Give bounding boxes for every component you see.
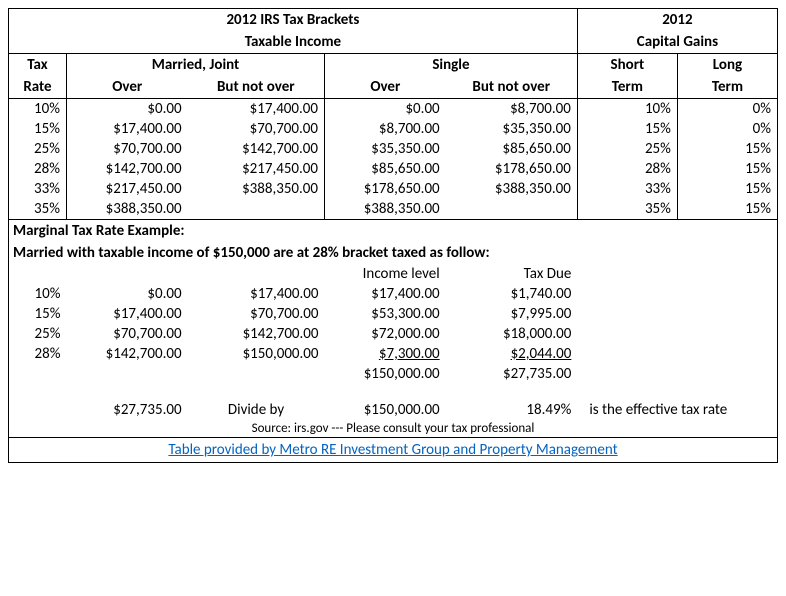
table-row: 28% $142,700.00 $217,450.00 $85,650.00 $… bbox=[9, 159, 778, 179]
table-row: 25% $70,700.00 $142,700.00 $35,350.00 $8… bbox=[9, 139, 778, 159]
col-notover-2: But not over bbox=[446, 76, 578, 99]
total-inc: $150,000.00 bbox=[325, 364, 446, 384]
subtitle: Taxable Income bbox=[9, 31, 578, 54]
col-notover-1: But not over bbox=[188, 76, 325, 99]
col-term-1: Term bbox=[577, 76, 677, 99]
col-over-2: Over bbox=[325, 76, 446, 99]
table-row: 33% $217,450.00 $388,350.00 $178,650.00 … bbox=[9, 179, 778, 199]
table-row: 35% $388,350.00 $388,350.00 35% 15% bbox=[9, 199, 778, 220]
example-row: 25% $70,700.00 $142,700.00 $72,000.00 $1… bbox=[9, 324, 778, 344]
table-row: 10% $0.00 $17,400.00 $0.00 $8,700.00 10%… bbox=[9, 99, 778, 120]
col-over-1: Over bbox=[66, 76, 187, 99]
col-married: Married, Joint bbox=[66, 54, 324, 77]
table-row: 15% $17,400.00 $70,700.00 $8,700.00 $35,… bbox=[9, 119, 778, 139]
calc-base: $150,000.00 bbox=[325, 400, 446, 420]
capital-gains-title: 2012 bbox=[577, 9, 777, 32]
attribution-link[interactable]: Table provided by Metro RE Investment Gr… bbox=[168, 441, 617, 459]
tax-table: 2012 IRS Tax Brackets 2012 Taxable Incom… bbox=[8, 8, 778, 463]
main-title: 2012 IRS Tax Brackets bbox=[9, 9, 578, 32]
divide-label: Divide by bbox=[188, 400, 325, 420]
col-single: Single bbox=[325, 54, 578, 77]
source-text: Source: irs.gov --- Please consult your … bbox=[9, 420, 778, 438]
capital-gains-sub: Capital Gains bbox=[577, 31, 777, 54]
example-h-tax: Tax Due bbox=[446, 264, 578, 284]
col-rate: Rate bbox=[9, 76, 67, 99]
example-row: 10% $0.00 $17,400.00 $17,400.00 $1,740.0… bbox=[9, 284, 778, 304]
example-h-income: Income level bbox=[325, 264, 446, 284]
col-tax: Tax bbox=[9, 54, 67, 77]
calc-amount: $27,735.00 bbox=[66, 400, 187, 420]
total-due: $27,735.00 bbox=[446, 364, 578, 384]
example-row: 28% $142,700.00 $150,000.00 $7,300.00 $2… bbox=[9, 344, 778, 364]
example-title: Marginal Tax Rate Example: bbox=[9, 220, 778, 243]
col-short: Short bbox=[577, 54, 677, 77]
col-long: Long bbox=[677, 54, 777, 77]
example-row: 15% $17,400.00 $70,700.00 $53,300.00 $7,… bbox=[9, 304, 778, 324]
eff-label: is the effective tax rate bbox=[577, 400, 777, 420]
col-term-2: Term bbox=[677, 76, 777, 99]
eff-rate: 18.49% bbox=[446, 400, 578, 420]
example-intro: Married with taxable income of $150,000 … bbox=[9, 242, 778, 264]
